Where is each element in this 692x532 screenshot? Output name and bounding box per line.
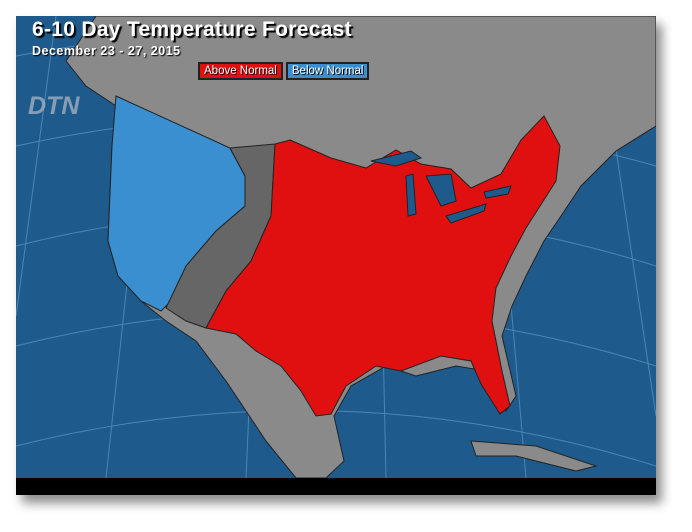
map-frame: 6-10 Day Temperature Forecast December 2… [16,16,656,495]
legend: Above Normal Below Normal [198,62,370,80]
region-above-normal [205,115,561,417]
dtn-logo: DTN [28,92,80,120]
bottom-bar [16,478,656,495]
great-lakes [370,150,512,224]
legend-below-normal: Below Normal [285,62,370,80]
legend-above-normal: Above Normal [198,62,283,80]
map-date-range: December 23 - 27, 2015 [32,44,181,58]
map-title: 6-10 Day Temperature Forecast [32,18,352,41]
forecast-map [16,16,656,495]
cuba [470,440,598,472]
